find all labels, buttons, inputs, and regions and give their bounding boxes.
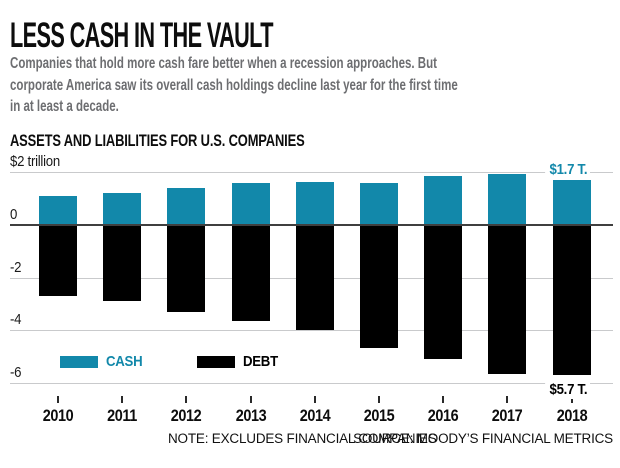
y-axis-label--6: -6 bbox=[10, 364, 22, 382]
gridline--4 bbox=[10, 330, 613, 332]
annotation-cash-2018: $1.7 T. bbox=[545, 160, 590, 179]
debt-bar-2011 bbox=[103, 225, 142, 302]
x-label-2011: 2011 bbox=[107, 406, 138, 425]
cash-bar-2014 bbox=[295, 181, 334, 225]
y-axis-label-2: $2 trillion bbox=[10, 153, 60, 171]
subtitle-line: Companies that hold more cash fare bette… bbox=[10, 55, 437, 72]
y-axis-label--2: -2 bbox=[10, 258, 22, 276]
x-tick-2014 bbox=[313, 396, 316, 403]
debt-bar-2014 bbox=[295, 225, 334, 331]
x-tick-2017 bbox=[506, 396, 509, 403]
cash-bar-2012 bbox=[167, 188, 206, 225]
cash-bar-2016 bbox=[424, 176, 463, 225]
y-axis-label-0: 0 bbox=[10, 206, 18, 223]
legend-label-cash: CASH bbox=[106, 353, 143, 370]
x-tick-2012 bbox=[185, 396, 188, 403]
cash-bar-2013 bbox=[231, 182, 270, 225]
subtitle-line: corporate America saw its overall cash h… bbox=[10, 76, 458, 94]
cash-bar-2011 bbox=[103, 193, 142, 225]
legend-swatch-debt bbox=[197, 356, 235, 368]
debt-bar-2016 bbox=[424, 225, 463, 360]
annotation-debt-2018: $5.7 T. bbox=[545, 380, 590, 399]
page-subtitle: Companies that hold more cash fare bette… bbox=[10, 53, 458, 118]
x-label-2013: 2013 bbox=[235, 406, 266, 425]
x-label-2014: 2014 bbox=[299, 406, 331, 425]
zero-axis-line bbox=[10, 224, 613, 226]
x-label-2018: 2018 bbox=[556, 406, 587, 425]
chart-title: ASSETS AND LIABILITIES FOR U.S. COMPANIE… bbox=[10, 131, 305, 150]
legend-swatch-cash bbox=[60, 356, 98, 368]
x-tick-2015 bbox=[378, 396, 380, 403]
subtitle-line: in at least a decade. bbox=[10, 98, 119, 115]
debt-bar-2018 bbox=[552, 225, 591, 376]
x-label-2015: 2015 bbox=[363, 406, 395, 425]
gridline--6 bbox=[10, 383, 613, 385]
cash-bar-2017 bbox=[488, 173, 527, 225]
x-tick-2010 bbox=[57, 396, 59, 403]
chart-source: SOURCE: MOODY’S FINANCIAL METRICS bbox=[353, 431, 613, 446]
x-label-2017: 2017 bbox=[492, 406, 523, 425]
page-title: LESS CASH IN THE VAULT bbox=[10, 16, 273, 55]
cash-bar-2010 bbox=[39, 196, 77, 225]
gridline-2 bbox=[10, 172, 613, 174]
x-tick-2013 bbox=[249, 396, 252, 403]
debt-bar-2012 bbox=[167, 225, 206, 312]
x-label-2010: 2010 bbox=[42, 406, 74, 425]
debt-bar-2013 bbox=[231, 225, 270, 322]
legend-label-debt: DEBT bbox=[243, 353, 278, 370]
cash-bar-2018 bbox=[552, 180, 591, 225]
x-tick-2018 bbox=[570, 396, 573, 403]
x-label-2012: 2012 bbox=[171, 406, 202, 425]
debt-bar-2017 bbox=[488, 225, 527, 374]
chart-note: NOTE: EXCLUDES FINANCIAL COMPANIES bbox=[168, 431, 437, 446]
cash-bar-2015 bbox=[360, 182, 398, 225]
x-tick-2011 bbox=[121, 396, 124, 403]
x-label-2016: 2016 bbox=[427, 406, 459, 425]
debt-bar-2010 bbox=[39, 225, 77, 297]
x-tick-2016 bbox=[442, 396, 445, 403]
debt-bar-2015 bbox=[360, 225, 398, 348]
y-axis-label--4: -4 bbox=[10, 311, 22, 329]
